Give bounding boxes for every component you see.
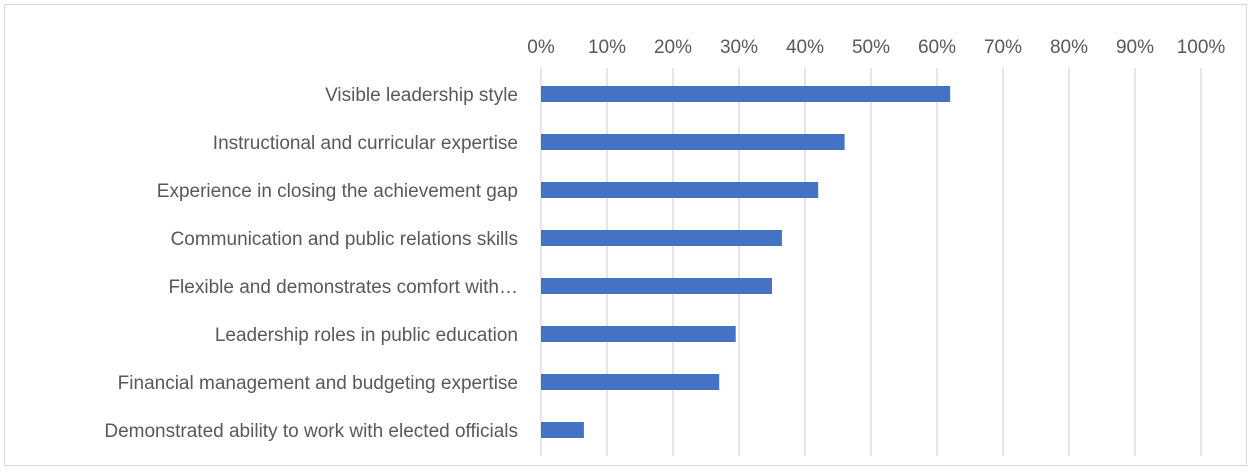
category-label: Visible leadership style	[325, 85, 518, 106]
bar	[541, 86, 951, 102]
x-tick-label: 100%	[1177, 37, 1226, 58]
category-label: Financial management and budgeting exper…	[118, 373, 518, 394]
category-label: Flexible and demonstrates comfort with…	[168, 277, 518, 298]
x-tick-label: 20%	[654, 37, 692, 58]
bar	[541, 182, 819, 198]
category-label: Demonstrated ability to work with electe…	[104, 421, 518, 442]
x-tick-label: 10%	[588, 37, 626, 58]
x-tick-label: 90%	[1116, 37, 1154, 58]
bar	[541, 278, 772, 294]
x-tick-label: 60%	[918, 37, 956, 58]
x-tick-label: 80%	[1050, 37, 1088, 58]
bars	[541, 86, 951, 438]
gridlines	[540, 68, 1202, 456]
x-tick-label: 0%	[527, 37, 555, 58]
category-label: Communication and public relations skill…	[171, 229, 518, 250]
x-tick-label: 30%	[720, 37, 758, 58]
bar-chart: 0% 10% 20% 30% 40% 50% 60% 70% 80% 90% 100% Visibl…	[104, 37, 1225, 456]
bar	[541, 374, 720, 390]
bar	[541, 230, 782, 246]
category-label: Experience in closing the achievement ga…	[157, 181, 518, 202]
x-tick-label: 70%	[984, 37, 1022, 58]
category-label: Instructional and curricular expertise	[213, 133, 518, 154]
bar	[541, 422, 584, 438]
bar	[541, 326, 736, 342]
x-tick-label: 50%	[852, 37, 890, 58]
x-axis-tick-labels: 0% 10% 20% 30% 40% 50% 60% 70% 80% 90% 100%	[527, 37, 1225, 58]
chart-frame: 0% 10% 20% 30% 40% 50% 60% 70% 80% 90% 100% Visibl…	[4, 4, 1247, 466]
category-labels: Visible leadership style Instructional an…	[104, 85, 518, 442]
category-label: Leadership roles in public education	[215, 325, 518, 346]
bar	[541, 134, 845, 150]
x-tick-label: 40%	[786, 37, 824, 58]
